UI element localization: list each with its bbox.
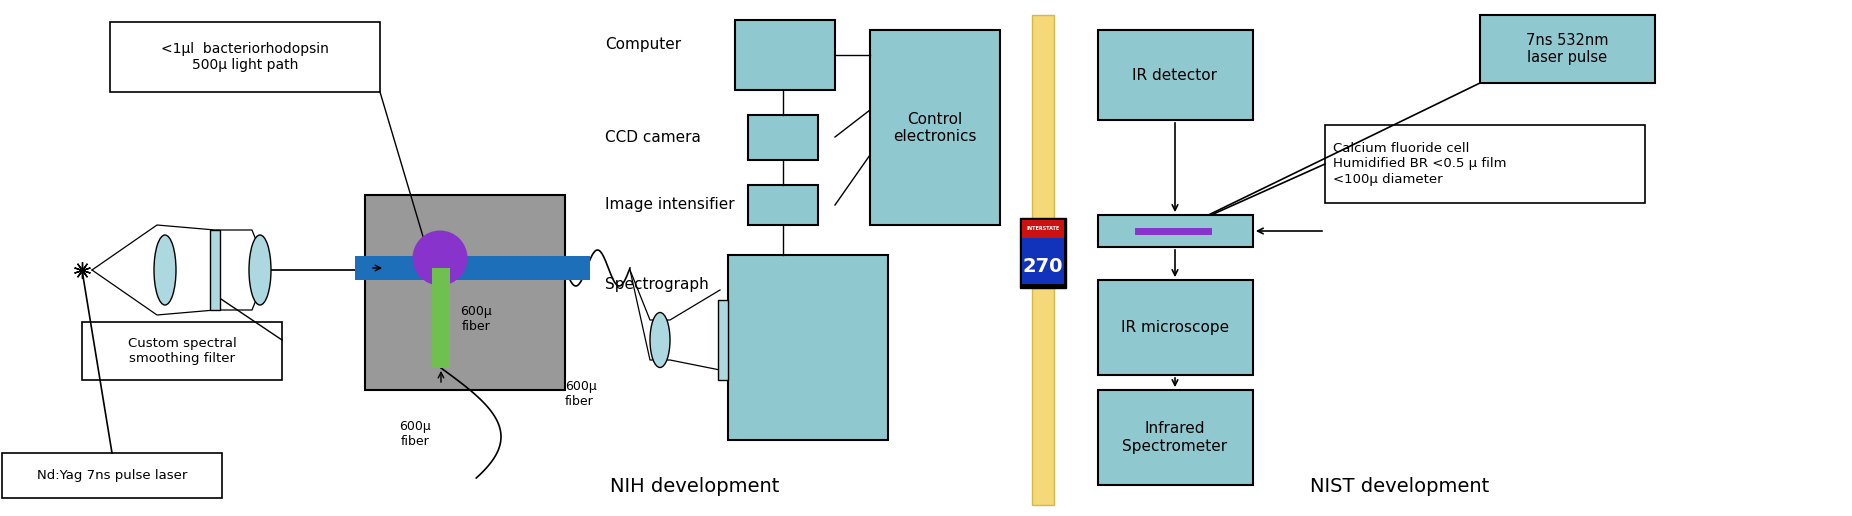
Text: IR detector: IR detector [1133, 68, 1217, 83]
Bar [1098, 215, 1254, 247]
Text: 600μ
fiber: 600μ fiber [565, 380, 596, 408]
Text: Custom spectral
smoothing filter: Custom spectral smoothing filter [128, 337, 237, 365]
Ellipse shape [650, 313, 670, 367]
Text: NIH development: NIH development [609, 476, 780, 495]
Text: Infrared
Spectrometer: Infrared Spectrometer [1122, 421, 1228, 454]
Bar [1098, 390, 1254, 485]
Bar [1098, 280, 1254, 375]
Bar [735, 20, 835, 90]
Bar [1480, 15, 1656, 83]
Text: Spectrograph: Spectrograph [606, 278, 709, 293]
Text: 7ns 532nm
laser pulse: 7ns 532nm laser pulse [1526, 33, 1609, 65]
Text: Control
electronics: Control electronics [893, 112, 976, 144]
Bar [109, 22, 380, 92]
Bar [209, 230, 220, 310]
Text: Nd:Yag 7ns pulse laser: Nd:Yag 7ns pulse laser [37, 470, 187, 482]
Bar [728, 255, 887, 440]
Bar [748, 115, 819, 160]
Text: CCD camera: CCD camera [606, 131, 700, 146]
Bar [356, 256, 591, 280]
Ellipse shape [154, 235, 176, 305]
Bar [1324, 125, 1645, 203]
Bar [2, 453, 222, 498]
Text: <1μl  bacteriorhodopsin
500μ light path: <1μl bacteriorhodopsin 500μ light path [161, 42, 330, 72]
Text: NIST development: NIST development [1309, 476, 1489, 495]
Text: 600μ
fiber: 600μ fiber [400, 420, 432, 448]
Text: IR microscope: IR microscope [1120, 320, 1230, 335]
Bar [1022, 238, 1065, 284]
Bar [1020, 218, 1067, 288]
Bar [1098, 30, 1254, 120]
Text: 270: 270 [1022, 256, 1063, 276]
Bar [870, 30, 1000, 225]
Bar [1022, 220, 1065, 238]
Text: Image intensifier: Image intensifier [606, 198, 735, 213]
Ellipse shape [248, 235, 270, 305]
Text: Computer: Computer [606, 38, 682, 53]
Text: 600μ
fiber: 600μ fiber [459, 305, 493, 333]
Bar [432, 268, 450, 368]
Ellipse shape [413, 231, 467, 285]
Text: Calcium fluoride cell
Humidified BR <0.5 μ film
<100μ diameter: Calcium fluoride cell Humidified BR <0.5… [1333, 142, 1506, 185]
Text: INTERSTATE: INTERSTATE [1026, 227, 1059, 232]
Bar [748, 185, 819, 225]
Bar [365, 195, 565, 390]
Bar [1032, 15, 1054, 505]
Bar [719, 300, 728, 380]
Bar [81, 322, 282, 380]
